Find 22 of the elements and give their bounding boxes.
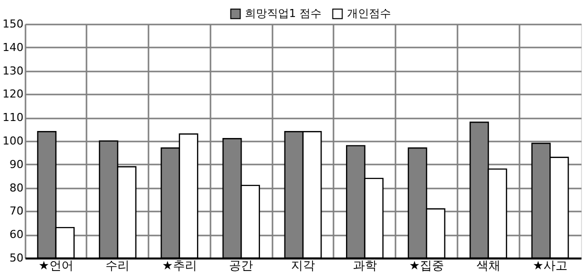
x-tick-label: 색채 xyxy=(476,258,500,272)
legend-label: 개인점수 xyxy=(347,6,391,20)
y-tick-label: 60 xyxy=(10,228,24,242)
legend-label: 희망직업1 점수 xyxy=(245,6,322,20)
x-tick-label: ★언어 xyxy=(38,258,74,272)
y-tick-label: 140 xyxy=(2,40,24,54)
x-tick-label: 수리 xyxy=(106,258,130,272)
x-tick-label: ★사고 xyxy=(532,258,568,272)
y-tick-label: 70 xyxy=(10,204,24,218)
y-tick-label: 50 xyxy=(10,252,24,264)
x-tick-label: 과학 xyxy=(352,258,377,272)
x-tick-label: 공간 xyxy=(229,258,254,272)
x-tick-label: ★추리 xyxy=(162,258,197,272)
y-tick-label: 120 xyxy=(2,88,24,101)
y-tick-label: 110 xyxy=(2,111,24,124)
y-tick-label: 80 xyxy=(10,181,24,194)
x-tick-label: 지각 xyxy=(291,258,315,272)
y-tick-label: 100 xyxy=(2,134,24,148)
y-tick-label: 130 xyxy=(2,64,24,78)
x-tick-label: ★집중 xyxy=(409,258,444,272)
y-tick-label: 90 xyxy=(10,158,24,171)
y-tick-label: 150 xyxy=(2,18,24,30)
